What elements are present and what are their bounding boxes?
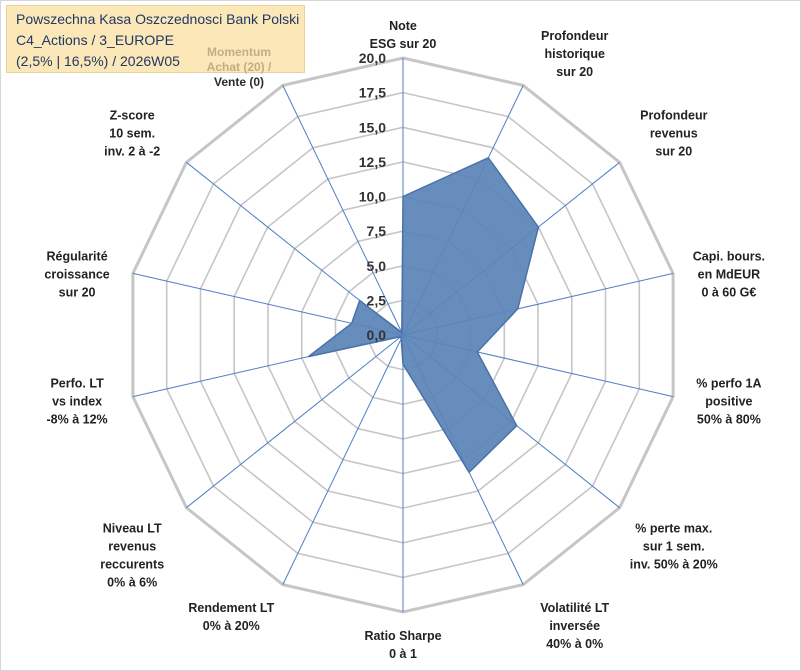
axis-spoke-9: [282, 334, 404, 585]
tick-label: 12,5: [359, 154, 386, 170]
axis-label-4: Capi. bours. en MdEUR 0 à 60 G€: [693, 250, 765, 300]
axis-label-line: Capi. bours.: [693, 250, 765, 264]
tick-label: 7,5: [367, 223, 387, 239]
axis-label-line: Z-score: [110, 108, 155, 122]
axis-label-line: Profondeur: [640, 108, 707, 122]
tick-label: 2,5: [367, 292, 387, 308]
axis-label-line: ESG sur 20: [370, 37, 437, 51]
axis-label-line: inv. 2 à -2: [104, 144, 160, 158]
axis-label-line: 40% à 0%: [546, 637, 603, 651]
axis-label-line: 50% à 80%: [697, 412, 761, 426]
axis-label-3: Profondeur revenus sur 20: [640, 108, 707, 158]
axis-spoke-14: [282, 85, 404, 336]
axis-label-line: revenus: [108, 540, 156, 554]
axis-label-line: croissance: [44, 268, 109, 282]
title-line-company: Powszechna Kasa Oszczednosci Bank Polski: [16, 11, 300, 27]
axis-label-line: 0 à 60 G€: [701, 286, 756, 300]
axis-label-line: 10 sem.: [109, 126, 155, 140]
axis-spoke-10: [186, 334, 404, 509]
momentum-note: Momentum Achat (20) /: [206, 45, 272, 74]
axis-label-line: % perfo 1A: [696, 376, 761, 390]
tick-label: 20,0: [359, 50, 386, 66]
axis-label-line: 0% à 20%: [203, 619, 260, 633]
data-area: [308, 156, 540, 474]
axis-label-5: % perfo 1A positive 50% à 80%: [696, 376, 761, 426]
title-line-period: (2,5% | 16,5%) / 2026W05: [16, 53, 180, 69]
axis-label-line: revenus: [650, 126, 698, 140]
axis-label-line: sur 1 sem.: [643, 540, 705, 554]
axis-label-line: sur 20: [59, 286, 96, 300]
title-box: Powszechna Kasa Oszczednosci Bank Polski…: [6, 5, 305, 73]
axis-label-line: Ratio Sharpe: [364, 629, 441, 643]
axis-label-9: Rendement LT 0% à 20%: [188, 601, 274, 633]
momentum-note-vente: Vente (0): [213, 75, 264, 89]
title-line-category: C4_Actions / 3_EUROPE: [16, 32, 174, 48]
axis-label-line: inversée: [549, 619, 600, 633]
axis-label-line: % perte max.: [635, 522, 712, 536]
axis-label-line: reccurents: [100, 558, 164, 572]
axis-label-line: Régularité: [47, 250, 108, 264]
axis-label-2: Profondeur historique sur 20: [541, 29, 608, 79]
axis-label-12: Régularité croissance sur 20: [44, 250, 109, 300]
axis-label-line: sur 20: [655, 144, 692, 158]
tick-label: 17,5: [359, 85, 386, 101]
tick-label: 0,0: [367, 327, 387, 343]
axis-label-1: Note ESG sur 20: [370, 19, 437, 51]
axis-label-line: en MdEUR: [698, 268, 761, 282]
axis-label-line: Profondeur: [541, 29, 608, 43]
axis-label-line: sur 20: [556, 65, 593, 79]
axis-label-line: Volatilité LT: [540, 601, 609, 615]
axis-label-10: Niveau LT revenus reccurents 0% à 6%: [100, 522, 164, 590]
axis-label-line: historique: [544, 47, 604, 61]
axis-label-line: positive: [705, 394, 752, 408]
axis-label-7: Volatilité LT inversée 40% à 0%: [540, 601, 609, 651]
tick-label: 15,0: [359, 119, 386, 135]
axis-label-11: Perfo. LT vs index -8% à 12%: [47, 376, 108, 426]
axis-label-line: inv. 50% à 20%: [630, 558, 718, 572]
axis-label-line: Note: [389, 19, 417, 33]
tick-label: 5,0: [367, 258, 387, 274]
axis-label-line: -8% à 12%: [47, 412, 108, 426]
axis-label-line: Niveau LT: [103, 522, 162, 536]
axis-label-line: 0 à 1: [389, 647, 417, 661]
axis-label-8: Ratio Sharpe 0 à 1: [364, 629, 441, 661]
axis-label-13: Z-score 10 sem. inv. 2 à -2: [104, 108, 160, 158]
axis-label-line: Perfo. LT: [50, 376, 104, 390]
tick-label: 10,0: [359, 189, 386, 205]
axis-label-line: 0% à 6%: [107, 576, 157, 590]
axis-label-line: vs index: [52, 394, 102, 408]
axis-label-line: Rendement LT: [188, 601, 274, 615]
axis-label-6: % perte max. sur 1 sem. inv. 50% à 20%: [630, 522, 718, 572]
